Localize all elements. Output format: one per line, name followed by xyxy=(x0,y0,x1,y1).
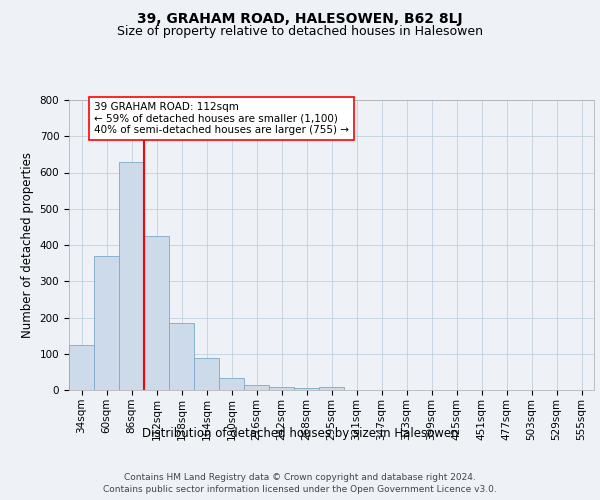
Y-axis label: Number of detached properties: Number of detached properties xyxy=(21,152,34,338)
Bar xyxy=(294,388,319,390)
Bar xyxy=(319,386,344,390)
Bar xyxy=(69,344,94,390)
Text: Distribution of detached houses by size in Halesowen: Distribution of detached houses by size … xyxy=(142,428,458,440)
Bar xyxy=(169,323,194,390)
Text: 39, GRAHAM ROAD, HALESOWEN, B62 8LJ: 39, GRAHAM ROAD, HALESOWEN, B62 8LJ xyxy=(137,12,463,26)
Bar xyxy=(94,256,119,390)
Bar xyxy=(269,386,294,390)
Bar xyxy=(144,236,169,390)
Text: Size of property relative to detached houses in Halesowen: Size of property relative to detached ho… xyxy=(117,25,483,38)
Text: 39 GRAHAM ROAD: 112sqm
← 59% of detached houses are smaller (1,100)
40% of semi-: 39 GRAHAM ROAD: 112sqm ← 59% of detached… xyxy=(94,102,349,135)
Text: Contains HM Land Registry data © Crown copyright and database right 2024.: Contains HM Land Registry data © Crown c… xyxy=(124,472,476,482)
Bar xyxy=(119,162,144,390)
Bar xyxy=(244,384,269,390)
Text: Contains public sector information licensed under the Open Government Licence v3: Contains public sector information licen… xyxy=(103,485,497,494)
Bar xyxy=(194,358,219,390)
Bar xyxy=(219,378,244,390)
